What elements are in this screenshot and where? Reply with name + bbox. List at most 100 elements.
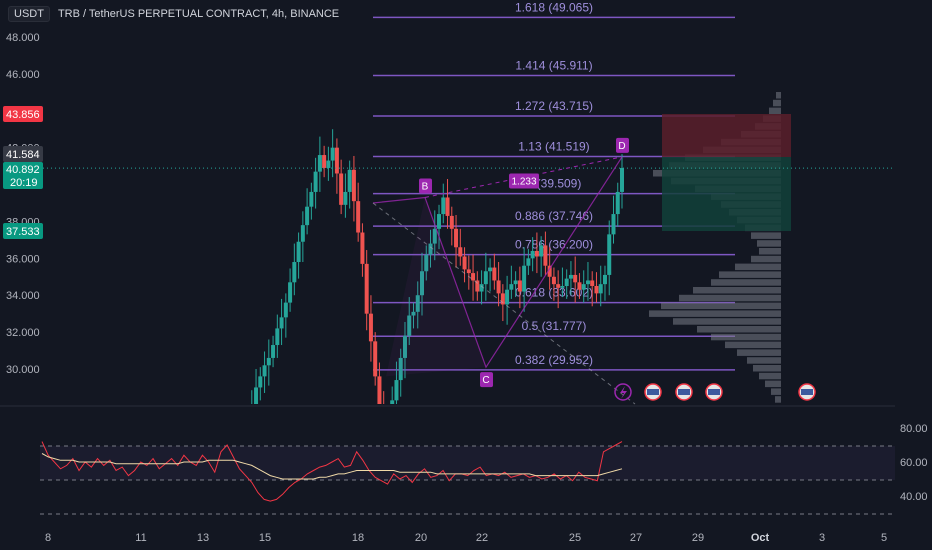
volume-profile-bar (765, 380, 781, 388)
candle-body (258, 376, 263, 388)
candle-body (351, 169, 356, 202)
fib-level-label: 0.382 (29.952) (515, 353, 593, 367)
pattern-point-badge[interactable] (480, 372, 493, 388)
low-price-label: 37.533 (6, 226, 40, 238)
candle-body (326, 160, 331, 168)
time-tick-label: 29 (692, 532, 704, 544)
last-price-badge (3, 146, 43, 162)
candle-body (445, 197, 450, 216)
high-price-label: 43.856 (6, 109, 40, 121)
last-price-label: 41.584 (6, 149, 40, 161)
low-price-badge (3, 223, 43, 239)
candle-body (620, 167, 624, 192)
candle-body (313, 171, 318, 192)
time-tick-label: 13 (197, 532, 209, 544)
volume-profile-bar (751, 232, 781, 239)
chart-title: TRB / TetherUS PERPETUAL CONTRACT, 4h, B… (57, 8, 340, 20)
time-tick-label: 8 (45, 532, 51, 544)
candle-body (322, 155, 327, 168)
candle-body (305, 206, 310, 226)
time-tick-label: 3 (819, 532, 825, 544)
chart-legend: USDT TRB / TetherUS PERPETUAL CONTRACT, … (8, 6, 339, 22)
time-tick-label: 18 (352, 532, 364, 544)
candle-body (292, 262, 297, 283)
abcd-pattern[interactable]: B C D 1.233 (372, 137, 636, 405)
candle-body (479, 284, 484, 292)
candle-body (428, 243, 433, 255)
time-tick-label: 11 (135, 532, 146, 544)
fib-level-label: 1.13 (41.519) (518, 140, 589, 154)
candle-body (394, 380, 399, 401)
target-zone (662, 157, 791, 231)
volume-profile-bar (751, 255, 781, 263)
candle-body (254, 387, 259, 404)
candle-body (522, 265, 527, 292)
candle-body (607, 234, 612, 275)
time-tick-label: Oct (751, 532, 770, 544)
candle-body (402, 335, 407, 358)
volume-profile-bar (711, 333, 781, 341)
volume-profile-bar (747, 357, 781, 364)
candle-body (343, 191, 348, 205)
time-tick-label: 5 (881, 532, 887, 544)
price-tick-label: 32.000 (6, 327, 40, 339)
candle-body (334, 147, 339, 174)
time-tick-label: 25 (569, 532, 581, 544)
fib-level-label: 1 (39.509) (527, 177, 582, 191)
volume-profile-bar (711, 279, 781, 286)
candle-body (275, 328, 280, 346)
volume-profile-bar (771, 388, 781, 395)
candle-body (505, 289, 510, 305)
candle-body (517, 280, 522, 292)
candle-body (594, 286, 599, 294)
ratio-badge[interactable] (509, 173, 539, 189)
candle-body (611, 214, 616, 235)
candle-body (283, 302, 288, 318)
volume-profile-bar (719, 271, 781, 278)
candle-body (543, 245, 548, 266)
rsi-tick-label: 60.00 (900, 457, 928, 469)
countdown-label: 20:19 (10, 177, 38, 189)
current-price-badge (3, 162, 43, 189)
candle-body (513, 280, 518, 285)
fib-level-label: 0.786 (36.200) (515, 238, 593, 252)
candle-body (585, 280, 590, 285)
flag-icon[interactable] (705, 383, 723, 401)
currency-badge[interactable]: USDT (8, 6, 50, 22)
stop-zone (662, 114, 791, 157)
volume-profile-bar (775, 396, 781, 403)
candle-body (347, 169, 352, 192)
volume-profile-bar (769, 107, 781, 115)
candle-body (339, 173, 344, 205)
pattern-point-badge[interactable] (419, 178, 432, 194)
pattern-legs (372, 156, 623, 369)
volume-profile-bar (679, 294, 781, 302)
candle-body (462, 256, 467, 270)
candle-body (590, 280, 595, 286)
time-axis[interactable]: 8 11 13 15 18 20 22 25 27 29 Oct 3 5 (45, 532, 887, 544)
candle-body (415, 295, 420, 312)
candle-body (368, 313, 373, 342)
flag-icon[interactable] (798, 383, 816, 401)
long-position-tool[interactable] (662, 114, 791, 231)
ratio-label: 1.233 (511, 176, 536, 187)
volume-profile-bar (759, 248, 781, 255)
candle-body (500, 293, 505, 305)
volume-profile-bar (725, 341, 781, 349)
high-price-badge (3, 106, 43, 122)
pattern-projection-line (372, 202, 636, 405)
volume-profile-bar (649, 310, 781, 317)
candle-body (262, 365, 267, 377)
flag-icon[interactable] (675, 383, 693, 401)
pattern-point-badge[interactable] (616, 137, 629, 153)
candle-body (390, 400, 395, 404)
lightning-icon[interactable] (614, 383, 632, 401)
candle-body (317, 155, 322, 172)
candle-body (466, 269, 471, 274)
flag-icon[interactable] (644, 383, 662, 401)
volume-profile-bar (776, 92, 781, 99)
candle-body (360, 232, 365, 264)
volume-profile-bar (661, 302, 781, 310)
rsi-band (40, 446, 895, 480)
candle-body (407, 315, 412, 336)
